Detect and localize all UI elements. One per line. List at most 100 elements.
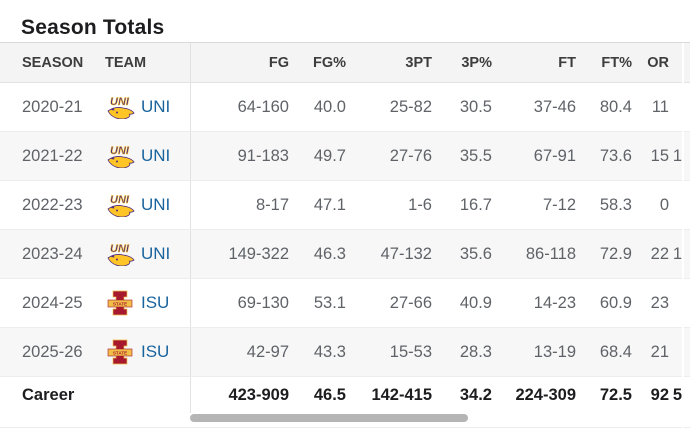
- 3pt-cell: 142-415: [371, 385, 432, 404]
- career-row: Career 423-909 46.5 142-415 34.2 224-309…: [0, 377, 690, 413]
- team-cell: UNI: [105, 94, 190, 120]
- clipped-cell: 1: [672, 146, 682, 165]
- header-3p-pct: 3P%: [461, 54, 492, 71]
- stats-cells: 149-322 46.3 47-132 35.6 86-118 72.9 22 …: [190, 230, 690, 278]
- fg-pct-cell: 43.3: [313, 342, 346, 361]
- page-title: Season Totals: [21, 16, 165, 39]
- uni-logo-icon: [105, 241, 135, 267]
- header-stats: FG FG% 3PT 3P% FT FT% OR: [190, 43, 690, 82]
- column-group-divider: [682, 43, 684, 428]
- fg-pct-cell: 46.3: [313, 244, 346, 263]
- ft-pct-cell: 72.5: [599, 385, 632, 404]
- team-link[interactable]: UNI: [141, 146, 171, 165]
- fg-pct-cell: 49.7: [313, 146, 346, 165]
- 3p-pct-cell: 28.3: [459, 342, 492, 361]
- fg-pct-cell: 46.5: [313, 385, 346, 404]
- 3pt-cell: 47-132: [380, 244, 432, 263]
- 3pt-cell: 25-82: [389, 97, 432, 116]
- 3p-pct-cell: 16.7: [459, 195, 492, 214]
- team-cell: UNI: [105, 192, 190, 218]
- header-season: SEASON: [22, 54, 84, 71]
- ft-cell: 224-309: [515, 385, 576, 404]
- stats-cells: 69-130 53.1 27-66 40.9 14-23 60.9 23: [190, 279, 690, 327]
- team-link[interactable]: UNI: [141, 244, 171, 263]
- career-stats: 423-909 46.5 142-415 34.2 224-309 72.5 9…: [190, 377, 690, 413]
- clipped-cell: 5: [672, 385, 682, 404]
- 3p-pct-cell: 34.2: [459, 385, 492, 404]
- ft-pct-cell: 73.6: [599, 146, 632, 165]
- ft-cell: 86-118: [525, 244, 576, 263]
- table-row: 2021-22 UNI 91-183 49.7 27-76 35.5 67-91…: [0, 132, 690, 181]
- season-cell: 2022-23: [22, 195, 83, 214]
- fg-pct-cell: 47.1: [313, 195, 346, 214]
- ft-cell: 37-46: [533, 97, 576, 116]
- season-cell: 2023-24: [22, 244, 83, 263]
- fg-cell: 42-97: [246, 342, 289, 361]
- team-cell: UNI: [105, 143, 190, 169]
- fg-cell: 8-17: [255, 195, 289, 214]
- or-cell: 21: [650, 342, 669, 361]
- table-row: 2020-21 UNI 64-160 40.0 25-82 30.5 37-46…: [0, 83, 690, 132]
- ft-pct-cell: 58.3: [599, 195, 632, 214]
- fg-pct-cell: 53.1: [313, 293, 346, 312]
- table-header-row: SEASON TEAM FG FG% 3PT 3P% FT FT% OR: [0, 43, 690, 83]
- table-row: 2024-25 ISU 69-130 53.1 27-66 40.9 14-23…: [0, 279, 690, 328]
- ft-cell: 13-19: [533, 342, 576, 361]
- or-cell: 0: [659, 195, 669, 214]
- 3p-pct-cell: 35.5: [459, 146, 492, 165]
- clipped-cell: 1: [672, 244, 682, 263]
- uni-logo-icon: [105, 143, 135, 169]
- fg-cell: 91-183: [237, 146, 289, 165]
- or-cell: 23: [650, 293, 669, 312]
- header-fg: FG: [268, 54, 289, 71]
- season-cell: 2020-21: [22, 97, 83, 116]
- 3pt-cell: 27-76: [389, 146, 432, 165]
- ft-pct-cell: 72.9: [599, 244, 632, 263]
- uni-logo-icon: [105, 94, 135, 120]
- ft-pct-cell: 68.4: [599, 342, 632, 361]
- fg-cell: 423-909: [228, 385, 289, 404]
- team-cell: ISU: [105, 290, 190, 316]
- ft-cell: 67-91: [533, 146, 576, 165]
- ft-cell: 7-12: [542, 195, 576, 214]
- 3pt-cell: 27-66: [389, 293, 432, 312]
- or-cell: 11: [651, 97, 669, 116]
- 3pt-cell: 1-6: [408, 195, 432, 214]
- table-row: 2025-26 ISU 42-97 43.3 15-53 28.3 13-19 …: [0, 328, 690, 377]
- header-3pt: 3PT: [405, 54, 432, 71]
- 3p-pct-cell: 30.5: [459, 97, 492, 116]
- fg-cell: 69-130: [237, 293, 289, 312]
- isu-logo-icon: [105, 339, 135, 365]
- or-cell: 15: [650, 146, 669, 165]
- 3p-pct-cell: 35.6: [459, 244, 492, 263]
- isu-logo-icon: [105, 290, 135, 316]
- header-team: TEAM: [105, 54, 147, 71]
- header-or: OR: [647, 54, 669, 71]
- table-row: 2022-23 UNI 8-17 47.1 1-6 16.7 7-12 58.3…: [0, 181, 690, 230]
- stats-cells: 64-160 40.0 25-82 30.5 37-46 80.4 11: [190, 83, 690, 131]
- header-ft-pct: FT%: [601, 54, 632, 71]
- fg-pct-cell: 40.0: [313, 97, 346, 116]
- stats-cells: 42-97 43.3 15-53 28.3 13-19 68.4 21: [190, 328, 690, 376]
- season-cell: 2021-22: [22, 146, 83, 165]
- or-cell: 92: [650, 385, 669, 404]
- header-ft: FT: [558, 54, 576, 71]
- fg-cell: 64-160: [237, 97, 289, 116]
- team-link[interactable]: UNI: [141, 97, 171, 116]
- 3p-pct-cell: 40.9: [459, 293, 492, 312]
- ft-pct-cell: 80.4: [599, 97, 632, 116]
- horizontal-scrollbar-track[interactable]: [0, 413, 690, 428]
- horizontal-scrollbar-thumb[interactable]: [190, 414, 468, 422]
- stats-cells: 91-183 49.7 27-76 35.5 67-91 73.6 15 1: [190, 132, 690, 180]
- season-cell: 2024-25: [22, 293, 83, 312]
- team-link[interactable]: UNI: [141, 195, 171, 214]
- career-label: Career: [22, 385, 75, 404]
- uni-logo-icon: [105, 192, 135, 218]
- ft-cell: 14-23: [533, 293, 576, 312]
- ft-pct-cell: 60.9: [599, 293, 632, 312]
- team-link[interactable]: ISU: [141, 342, 170, 361]
- fg-cell: 149-322: [228, 244, 289, 263]
- team-link[interactable]: ISU: [141, 293, 170, 312]
- stats-cells: 8-17 47.1 1-6 16.7 7-12 58.3 0: [190, 181, 690, 229]
